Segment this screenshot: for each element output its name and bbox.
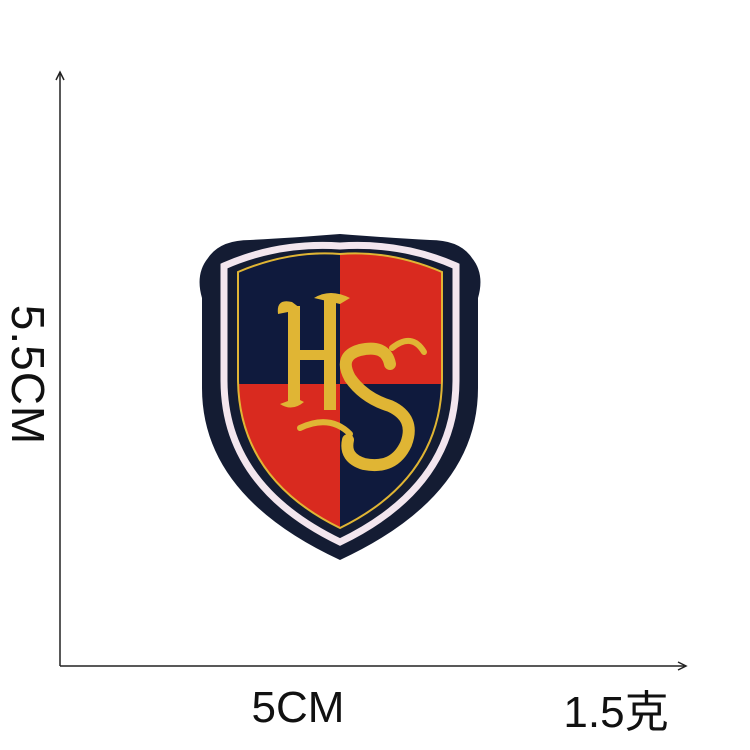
horizontal-axis-arrowhead: [677, 661, 688, 671]
shield-patch-image: [199, 234, 481, 560]
monogram-h: [277, 293, 350, 410]
monogram-top-swash: [389, 338, 427, 355]
monogram-s: [339, 342, 415, 471]
shield-gold-outline: [237, 252, 443, 530]
monogram-flourish: [297, 419, 353, 437]
width-dimension-label: 5CM: [251, 683, 345, 732]
weight-label: 1.5克: [563, 688, 669, 737]
shield-white-outline: [220, 241, 460, 546]
height-dimension-label: 5.5CM: [2, 304, 54, 446]
vertical-axis-arrowhead: [55, 70, 65, 81]
